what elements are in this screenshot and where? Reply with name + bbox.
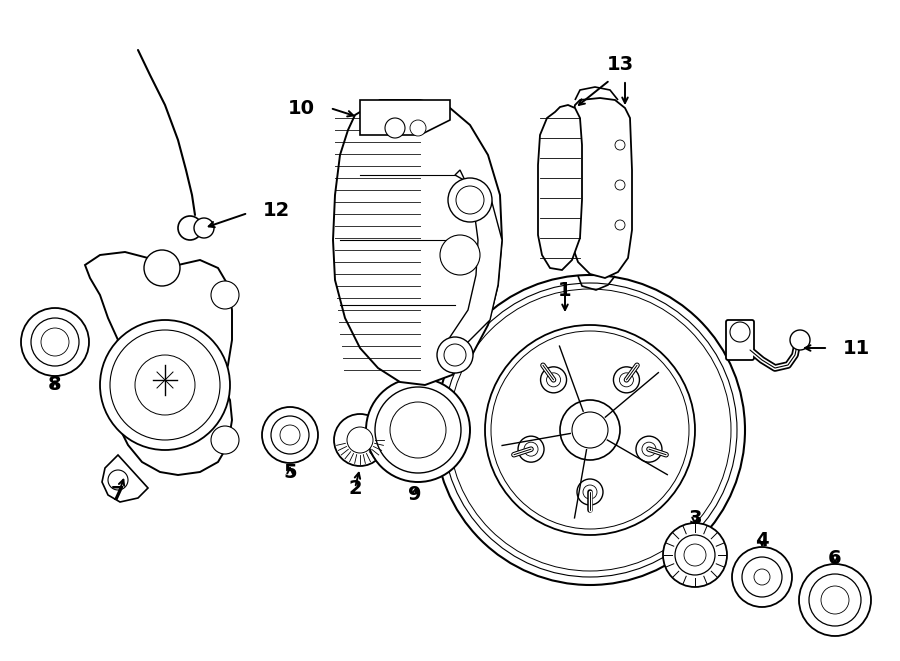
Circle shape	[375, 387, 461, 473]
Circle shape	[809, 574, 861, 626]
Circle shape	[437, 337, 473, 373]
Polygon shape	[538, 105, 582, 270]
Text: 2: 2	[348, 479, 362, 498]
Circle shape	[390, 402, 446, 458]
Circle shape	[675, 535, 715, 575]
Circle shape	[410, 120, 426, 136]
Circle shape	[583, 485, 597, 499]
Circle shape	[443, 283, 737, 577]
Circle shape	[491, 331, 689, 529]
Circle shape	[485, 325, 695, 535]
Circle shape	[211, 281, 239, 309]
Circle shape	[435, 275, 745, 585]
Circle shape	[178, 216, 202, 240]
Circle shape	[799, 564, 871, 636]
Circle shape	[271, 416, 309, 454]
Circle shape	[518, 436, 544, 462]
Circle shape	[108, 470, 128, 490]
Circle shape	[541, 367, 567, 393]
Polygon shape	[448, 170, 502, 355]
Circle shape	[572, 412, 608, 448]
Text: 7: 7	[112, 485, 125, 504]
Circle shape	[449, 289, 731, 571]
Text: 1: 1	[558, 280, 572, 299]
Text: 10: 10	[288, 98, 315, 118]
Circle shape	[619, 373, 634, 387]
Polygon shape	[360, 100, 450, 135]
Circle shape	[194, 218, 214, 238]
Text: 8: 8	[49, 375, 62, 395]
Text: 6: 6	[828, 549, 842, 568]
Polygon shape	[85, 252, 232, 475]
FancyBboxPatch shape	[726, 320, 754, 360]
Circle shape	[262, 407, 318, 463]
Circle shape	[144, 250, 180, 286]
Circle shape	[31, 318, 79, 366]
Text: 13: 13	[607, 56, 634, 75]
Circle shape	[280, 425, 300, 445]
Circle shape	[730, 322, 750, 342]
Circle shape	[614, 367, 639, 393]
Text: 12: 12	[263, 200, 290, 219]
Text: 11: 11	[843, 338, 870, 358]
Circle shape	[546, 373, 561, 387]
Circle shape	[615, 180, 625, 190]
Circle shape	[41, 328, 69, 356]
Circle shape	[440, 235, 480, 275]
Circle shape	[211, 426, 239, 454]
Text: 5: 5	[284, 463, 297, 483]
Circle shape	[21, 308, 89, 376]
Polygon shape	[333, 100, 502, 385]
Circle shape	[100, 320, 230, 450]
Circle shape	[642, 442, 656, 456]
Circle shape	[334, 414, 386, 466]
Circle shape	[456, 186, 484, 214]
Circle shape	[444, 344, 466, 366]
Polygon shape	[102, 455, 148, 502]
Circle shape	[754, 569, 770, 585]
Circle shape	[448, 178, 492, 222]
Circle shape	[366, 378, 470, 482]
Circle shape	[742, 557, 782, 597]
Text: 4: 4	[755, 531, 769, 549]
Circle shape	[615, 220, 625, 230]
Circle shape	[636, 436, 662, 462]
Circle shape	[732, 547, 792, 607]
Circle shape	[385, 118, 405, 138]
Text: 9: 9	[409, 485, 422, 504]
Circle shape	[790, 330, 810, 350]
Circle shape	[615, 140, 625, 150]
Circle shape	[663, 523, 727, 587]
Circle shape	[684, 544, 706, 566]
Polygon shape	[570, 98, 632, 278]
Circle shape	[821, 586, 849, 614]
Circle shape	[560, 400, 620, 460]
Circle shape	[135, 355, 195, 415]
Circle shape	[347, 427, 373, 453]
Circle shape	[577, 479, 603, 505]
Text: 3: 3	[688, 508, 702, 527]
Circle shape	[524, 442, 538, 456]
Circle shape	[110, 330, 220, 440]
